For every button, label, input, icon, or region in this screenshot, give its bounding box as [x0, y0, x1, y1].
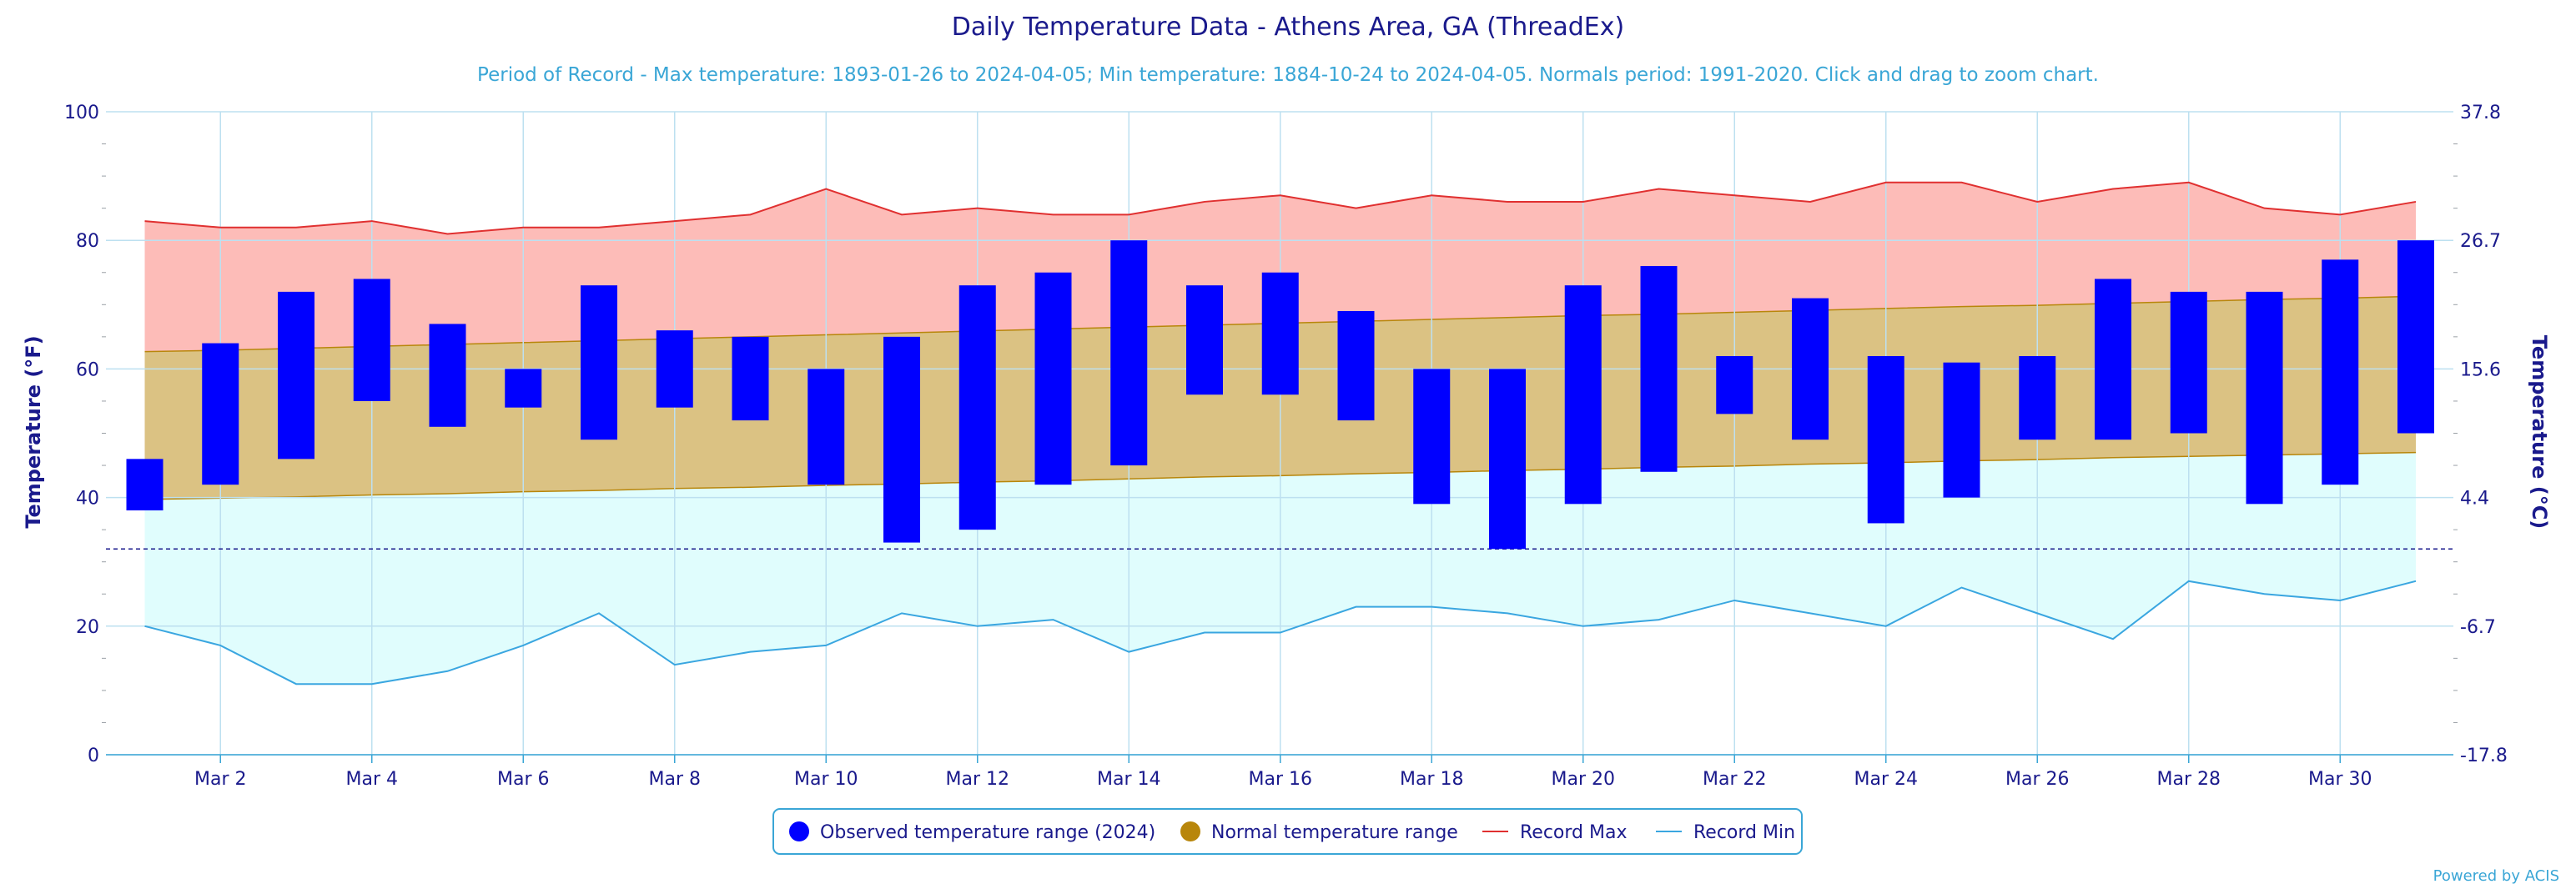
y2-tick-label: -17.8	[2460, 746, 2508, 766]
observed-range-bar	[505, 369, 542, 408]
x-tick-label: Mar 4	[346, 769, 399, 790]
observed-range-bar	[1792, 298, 1829, 440]
legend-symbol-observed	[789, 821, 809, 841]
y-tick-label: 40	[76, 489, 99, 510]
observed-range-bar	[958, 285, 996, 530]
x-tick-label: Mar 26	[2005, 769, 2070, 790]
x-tick-label: Mar 30	[2308, 769, 2372, 790]
legend-label-normal: Normal temperature range	[1211, 822, 1458, 843]
observed-bars-layer	[126, 240, 2434, 550]
x-tick-label: Mar 6	[497, 769, 550, 790]
y-tick-label: 0	[88, 746, 99, 766]
observed-range-bar	[2095, 279, 2131, 440]
y2-tick-label: 4.4	[2460, 489, 2489, 510]
observed-range-bar	[656, 330, 693, 408]
observed-range-bar	[2397, 240, 2434, 434]
observed-range-bar	[1413, 369, 1451, 505]
x-tick-label: Mar 10	[794, 769, 858, 790]
observed-range-bar	[1564, 285, 1602, 505]
y2-tick-label: 37.8	[2460, 103, 2501, 123]
observed-range-bar	[2019, 355, 2056, 440]
observed-range-bar	[202, 343, 239, 485]
legend-item-record-max[interactable]: Record Max	[1482, 822, 1628, 843]
y2-tick-label: 15.6	[2460, 359, 2501, 380]
legend-item-normal[interactable]: Normal temperature range	[1180, 821, 1458, 843]
observed-range-bar	[1034, 272, 1072, 485]
legend-symbol-normal	[1180, 821, 1200, 841]
record-min-line	[144, 580, 2417, 686]
legend-box	[772, 808, 1803, 855]
observed-range-bar	[1867, 355, 1904, 524]
legend-label-record-max: Record Max	[1520, 822, 1628, 843]
x-tick-label: Mar 20	[1552, 769, 1616, 790]
chart-subtitle: Period of Record - Max temperature: 1893…	[477, 64, 2099, 86]
y-tick-label: 100	[64, 103, 99, 123]
y-tick-label: 60	[76, 359, 99, 380]
y-tick-label: 20	[76, 617, 99, 638]
y2-tick-label: -6.7	[2460, 617, 2496, 638]
observed-range-bar	[353, 279, 390, 401]
legend-label-observed: Observed temperature range (2024)	[820, 822, 1155, 843]
record-lines-layer	[144, 181, 2417, 686]
observed-range-bar	[429, 324, 466, 427]
observed-range-bar	[126, 459, 164, 511]
credit-link[interactable]: Powered by ACIS	[2433, 867, 2559, 885]
observed-range-bar	[2170, 291, 2207, 434]
x-tick-label: Mar 8	[649, 769, 702, 790]
observed-range-bar	[2322, 259, 2359, 485]
legend-item-record-min[interactable]: Record Min	[1656, 822, 1795, 843]
observed-range-bar	[883, 336, 920, 543]
y2-axis-title: Temperature (°C)	[2528, 335, 2551, 530]
observed-range-bar	[1640, 266, 1678, 472]
observed-range-bar	[1337, 311, 1375, 421]
observed-range-bar	[1943, 362, 1980, 498]
legend: Observed temperature range (2024) Normal…	[772, 808, 1803, 855]
record-max-line	[144, 181, 2417, 235]
observed-range-bar	[732, 336, 769, 421]
observed-range-bar	[1186, 285, 1223, 395]
y-axis-title: Temperature (°F)	[22, 335, 45, 528]
y2-tick-label: 26.7	[2460, 231, 2501, 252]
observed-range-bar	[808, 369, 845, 485]
x-tick-label: Mar 16	[1249, 769, 1313, 790]
observed-range-bar	[278, 291, 314, 460]
observed-range-bar	[1716, 355, 1753, 414]
legend-label-record-min: Record Min	[1693, 822, 1795, 843]
x-tick-label: Mar 18	[1400, 769, 1464, 790]
observed-range-bar	[2246, 291, 2283, 505]
x-tick-label: Mar 2	[194, 769, 247, 790]
chart-title: Daily Temperature Data - Athens Area, GA…	[952, 13, 1624, 42]
observed-range-bar	[1261, 272, 1299, 395]
x-tick-label: Mar 28	[2157, 769, 2221, 790]
observed-range-bar	[1110, 240, 1148, 466]
x-tick-label: Mar 14	[1097, 769, 1161, 790]
y-tick-label: 80	[76, 231, 99, 252]
x-tick-label: Mar 22	[1703, 769, 1767, 790]
legend-item-observed[interactable]: Observed temperature range (2024)	[789, 821, 1155, 843]
x-tick-label: Mar 24	[1854, 769, 1919, 790]
axes-layer: 0 -17.8 20 -6.7 40 4.4 60 15.6 80 26.7 100 37.8 Mar …	[64, 103, 2508, 790]
observed-range-bar	[1489, 369, 1526, 550]
x-tick-label: Mar 12	[946, 769, 1010, 790]
observed-range-bar	[581, 285, 617, 440]
